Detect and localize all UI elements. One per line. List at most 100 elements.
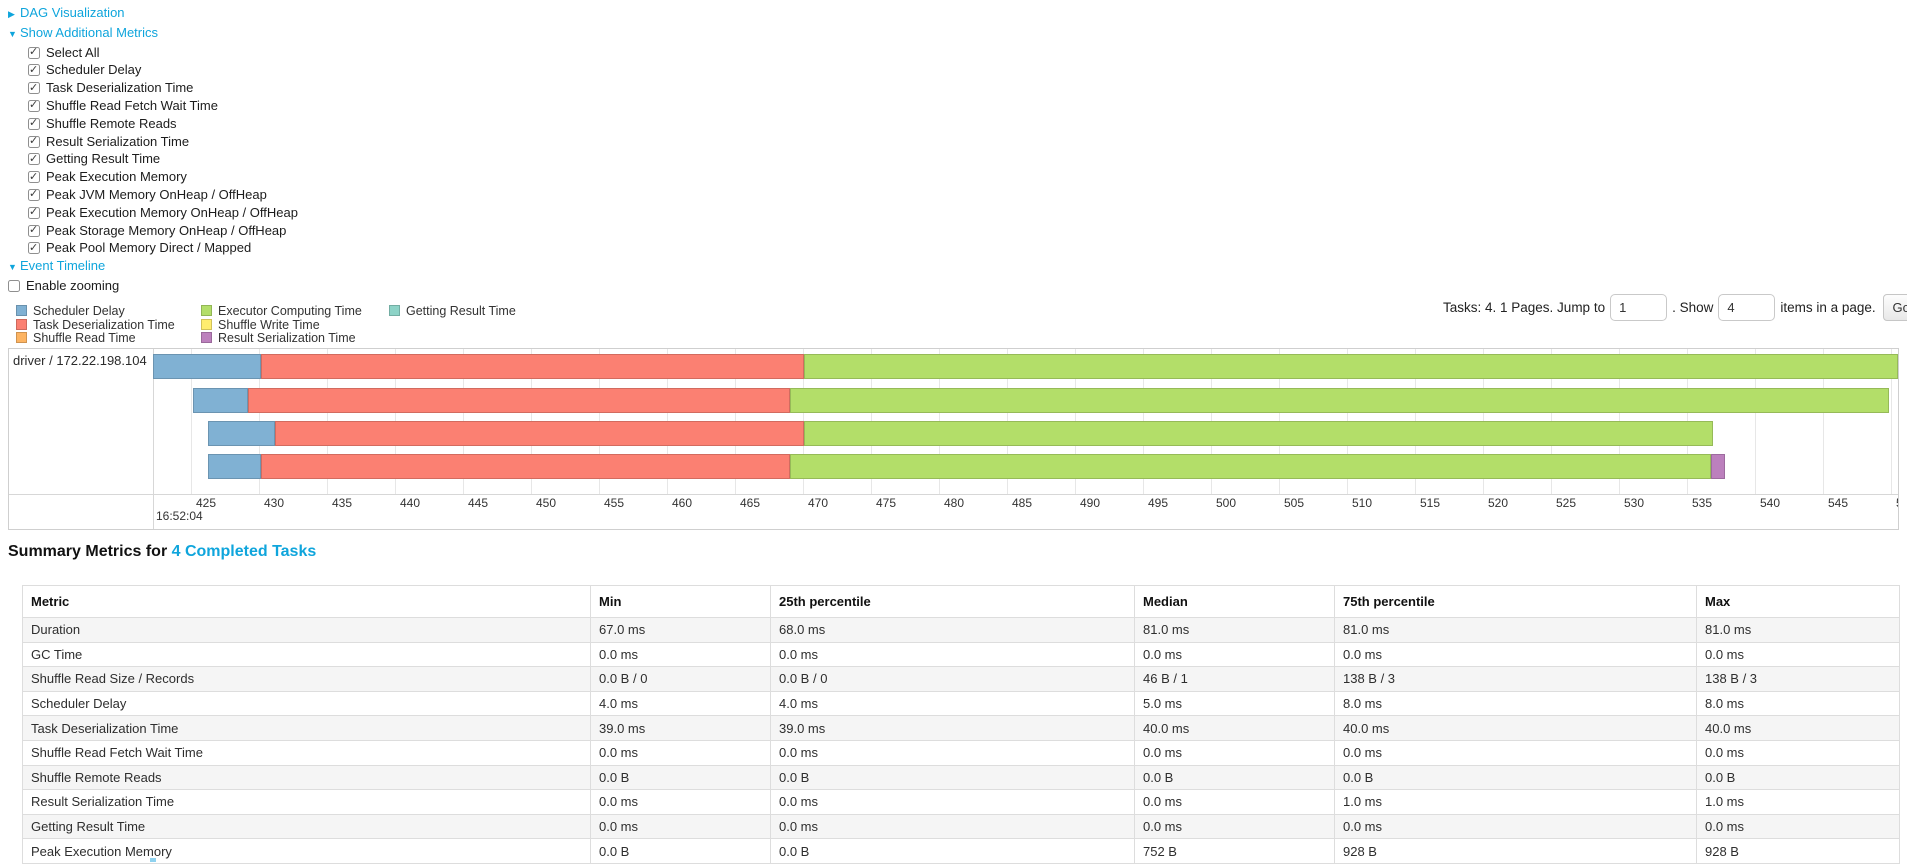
metric-checkbox-label: Peak JVM Memory OnHeap / OffHeap — [46, 186, 267, 202]
metric-checkbox[interactable] — [28, 44, 40, 62]
metric-checkbox-label: Task Deserialization Time — [46, 80, 194, 96]
metric-checkbox[interactable] — [28, 133, 40, 151]
table-row: Scheduler Delay 4.0 ms 4.0 ms 5.0 ms 8.0 ms 8… — [22, 690, 1900, 717]
timeline-tick-label: 445 — [468, 496, 489, 510]
timeline-tick-label: 505 — [1284, 496, 1305, 510]
getting-result-swatch-icon — [389, 305, 400, 316]
items-per-page-input[interactable] — [1718, 293, 1776, 321]
metric-checkbox-row: Peak Execution Memory OnHeap / OffHeap — [8, 204, 298, 222]
summary-metrics-title: Summary Metrics for 4 Completed Tasks — [8, 543, 316, 561]
metric-checkbox-label: Select All — [46, 44, 100, 60]
metric-value-cell: 0.0 ms — [590, 641, 771, 668]
executor-computing-segment — [790, 454, 1711, 479]
collapsed-arrow-icon: ▶ — [8, 9, 15, 19]
task-deserialization-segment — [261, 354, 804, 379]
timeline-tick-label: 450 — [536, 496, 557, 510]
table-row: Shuffle Remote Reads 0.0 B 0.0 B 0.0 B 0.0 B… — [22, 764, 1900, 791]
metric-checkbox-row: Task Deserialization Time — [8, 79, 298, 97]
metric-value-cell: 928 B — [1696, 838, 1900, 864]
task-deserialization-swatch-icon — [16, 318, 27, 330]
metric-value-cell: 0.0 ms — [1334, 739, 1697, 766]
metric-value-cell: 40.0 ms — [1334, 715, 1697, 741]
metric-value-cell: 46 B / 1 — [1134, 666, 1335, 692]
task-deserialization-segment — [248, 388, 790, 413]
metric-checkbox-row: Peak Storage Memory OnHeap / OffHeap — [8, 222, 298, 240]
event-timeline-chart[interactable]: driver / 172.22.198.104 16:52:04 425 430 4… — [8, 348, 1899, 530]
metric-name-cell: Getting Result Time — [22, 813, 591, 840]
legend-label: Shuffle Read Time — [33, 331, 136, 345]
executor-computing-swatch-icon — [201, 305, 212, 316]
show-additional-metrics-toggle[interactable]: ▼ Show Additional Metrics — [8, 24, 298, 44]
metric-checkbox[interactable] — [28, 204, 40, 222]
legend-item: Getting Result Time — [389, 304, 516, 318]
go-button[interactable]: Go — [1882, 293, 1907, 321]
metric-value-cell: 0.0 ms — [1696, 739, 1900, 766]
timeline-tick-label: 465 — [740, 496, 761, 510]
executor-computing-segment — [804, 354, 1898, 379]
metric-checkbox[interactable] — [28, 80, 40, 97]
jump-to-page-input[interactable] — [1610, 293, 1668, 321]
metric-value-cell: 0.0 ms — [590, 739, 771, 766]
timeline-major-time-label: 16:52:04 — [156, 509, 203, 523]
dag-visualization-toggle[interactable]: ▶ DAG Visualization — [8, 4, 298, 24]
metric-checkbox[interactable] — [28, 186, 40, 204]
enable-zooming-checkbox[interactable] — [8, 279, 20, 292]
metric-checkbox-row: Result Serialization Time — [8, 133, 298, 151]
metric-value-cell: 4.0 ms — [770, 690, 1135, 717]
timeline-tick-label: 460 — [672, 496, 693, 510]
summary-column-header: Median — [1134, 585, 1335, 618]
legend-item: Task Deserialization Time — [16, 318, 175, 332]
metric-value-cell: 0.0 ms — [1696, 641, 1900, 668]
metric-checkbox-row: Shuffle Remote Reads — [8, 115, 298, 133]
metric-value-cell: 0.0 ms — [1696, 813, 1900, 840]
metric-checkbox[interactable] — [28, 115, 40, 133]
metric-value-cell: 40.0 ms — [1696, 715, 1900, 741]
metric-checkbox-row: Select All — [8, 44, 298, 62]
metric-checkbox-row: Peak Execution Memory — [8, 168, 298, 186]
metric-checkbox[interactable] — [28, 151, 40, 169]
metric-value-cell: 0.0 ms — [1134, 739, 1335, 766]
metric-value-cell: 1.0 ms — [1696, 789, 1900, 815]
table-row: Shuffle Read Fetch Wait Time 0.0 ms 0.0 ms… — [22, 739, 1900, 766]
additional-metrics-checkbox-list: Select All Scheduler Delay Task Deserializ… — [8, 44, 298, 258]
metric-checkbox[interactable] — [28, 97, 40, 115]
event-timeline-label: Event Timeline — [20, 258, 106, 274]
metric-checkbox-label: Scheduler Delay — [46, 62, 142, 78]
metric-checkbox[interactable] — [28, 222, 40, 240]
timeline-gridline — [1891, 349, 1892, 494]
legend-item: Executor Computing Time — [201, 304, 362, 318]
metric-value-cell: 8.0 ms — [1696, 690, 1900, 717]
table-row: Peak Execution Memory 0.0 B 0.0 B 752 B 928 … — [22, 838, 1900, 864]
timeline-group-label: driver / 172.22.198.104 — [13, 353, 147, 368]
metric-checkbox[interactable] — [28, 169, 40, 186]
timeline-tick-label: 510 — [1352, 496, 1373, 510]
metric-value-cell: 8.0 ms — [1334, 690, 1697, 717]
timeline-tick-label: 535 — [1692, 496, 1713, 510]
legend-item: Scheduler Delay — [16, 304, 125, 318]
metric-value-cell: 0.0 B — [770, 764, 1135, 791]
summary-column-header: 25th percentile — [770, 585, 1135, 618]
metric-name-cell: GC Time — [22, 641, 591, 668]
event-timeline-toggle[interactable]: ▼ Event Timeline — [8, 257, 298, 277]
legend-label: Result Serialization Time — [218, 331, 356, 345]
metric-value-cell: 138 B / 3 — [1334, 666, 1697, 692]
metric-value-cell: 138 B / 3 — [1696, 666, 1900, 692]
legend-item: Result Serialization Time — [201, 331, 356, 345]
table-row: Duration 67.0 ms 68.0 ms 81.0 ms 81.0 ms 81.0… — [22, 617, 1900, 643]
completed-tasks-link[interactable]: 4 Completed Tasks — [171, 543, 317, 560]
metric-value-cell: 0.0 B — [1334, 764, 1697, 791]
timeline-tick-label: 520 — [1488, 496, 1509, 510]
metric-checkbox-row: Peak Pool Memory Direct / Mapped — [8, 239, 298, 258]
executor-computing-segment — [804, 421, 1713, 446]
metric-value-cell: 928 B — [1334, 838, 1697, 864]
metric-checkbox-label: Peak Execution Memory OnHeap / OffHeap — [46, 204, 298, 220]
table-row: Getting Result Time 0.0 ms 0.0 ms 0.0 ms 0.0… — [22, 813, 1900, 840]
metric-checkbox[interactable] — [28, 62, 40, 80]
metric-value-cell: 39.0 ms — [770, 715, 1135, 741]
timeline-gridline — [191, 349, 192, 494]
metric-checkbox[interactable] — [28, 240, 40, 258]
metric-checkbox-row: Peak JVM Memory OnHeap / OffHeap — [8, 186, 298, 204]
metric-value-cell: 0.0 ms — [770, 739, 1135, 766]
tasks-count-text: Tasks: 4. 1 Pages. Jump to — [1443, 299, 1606, 315]
